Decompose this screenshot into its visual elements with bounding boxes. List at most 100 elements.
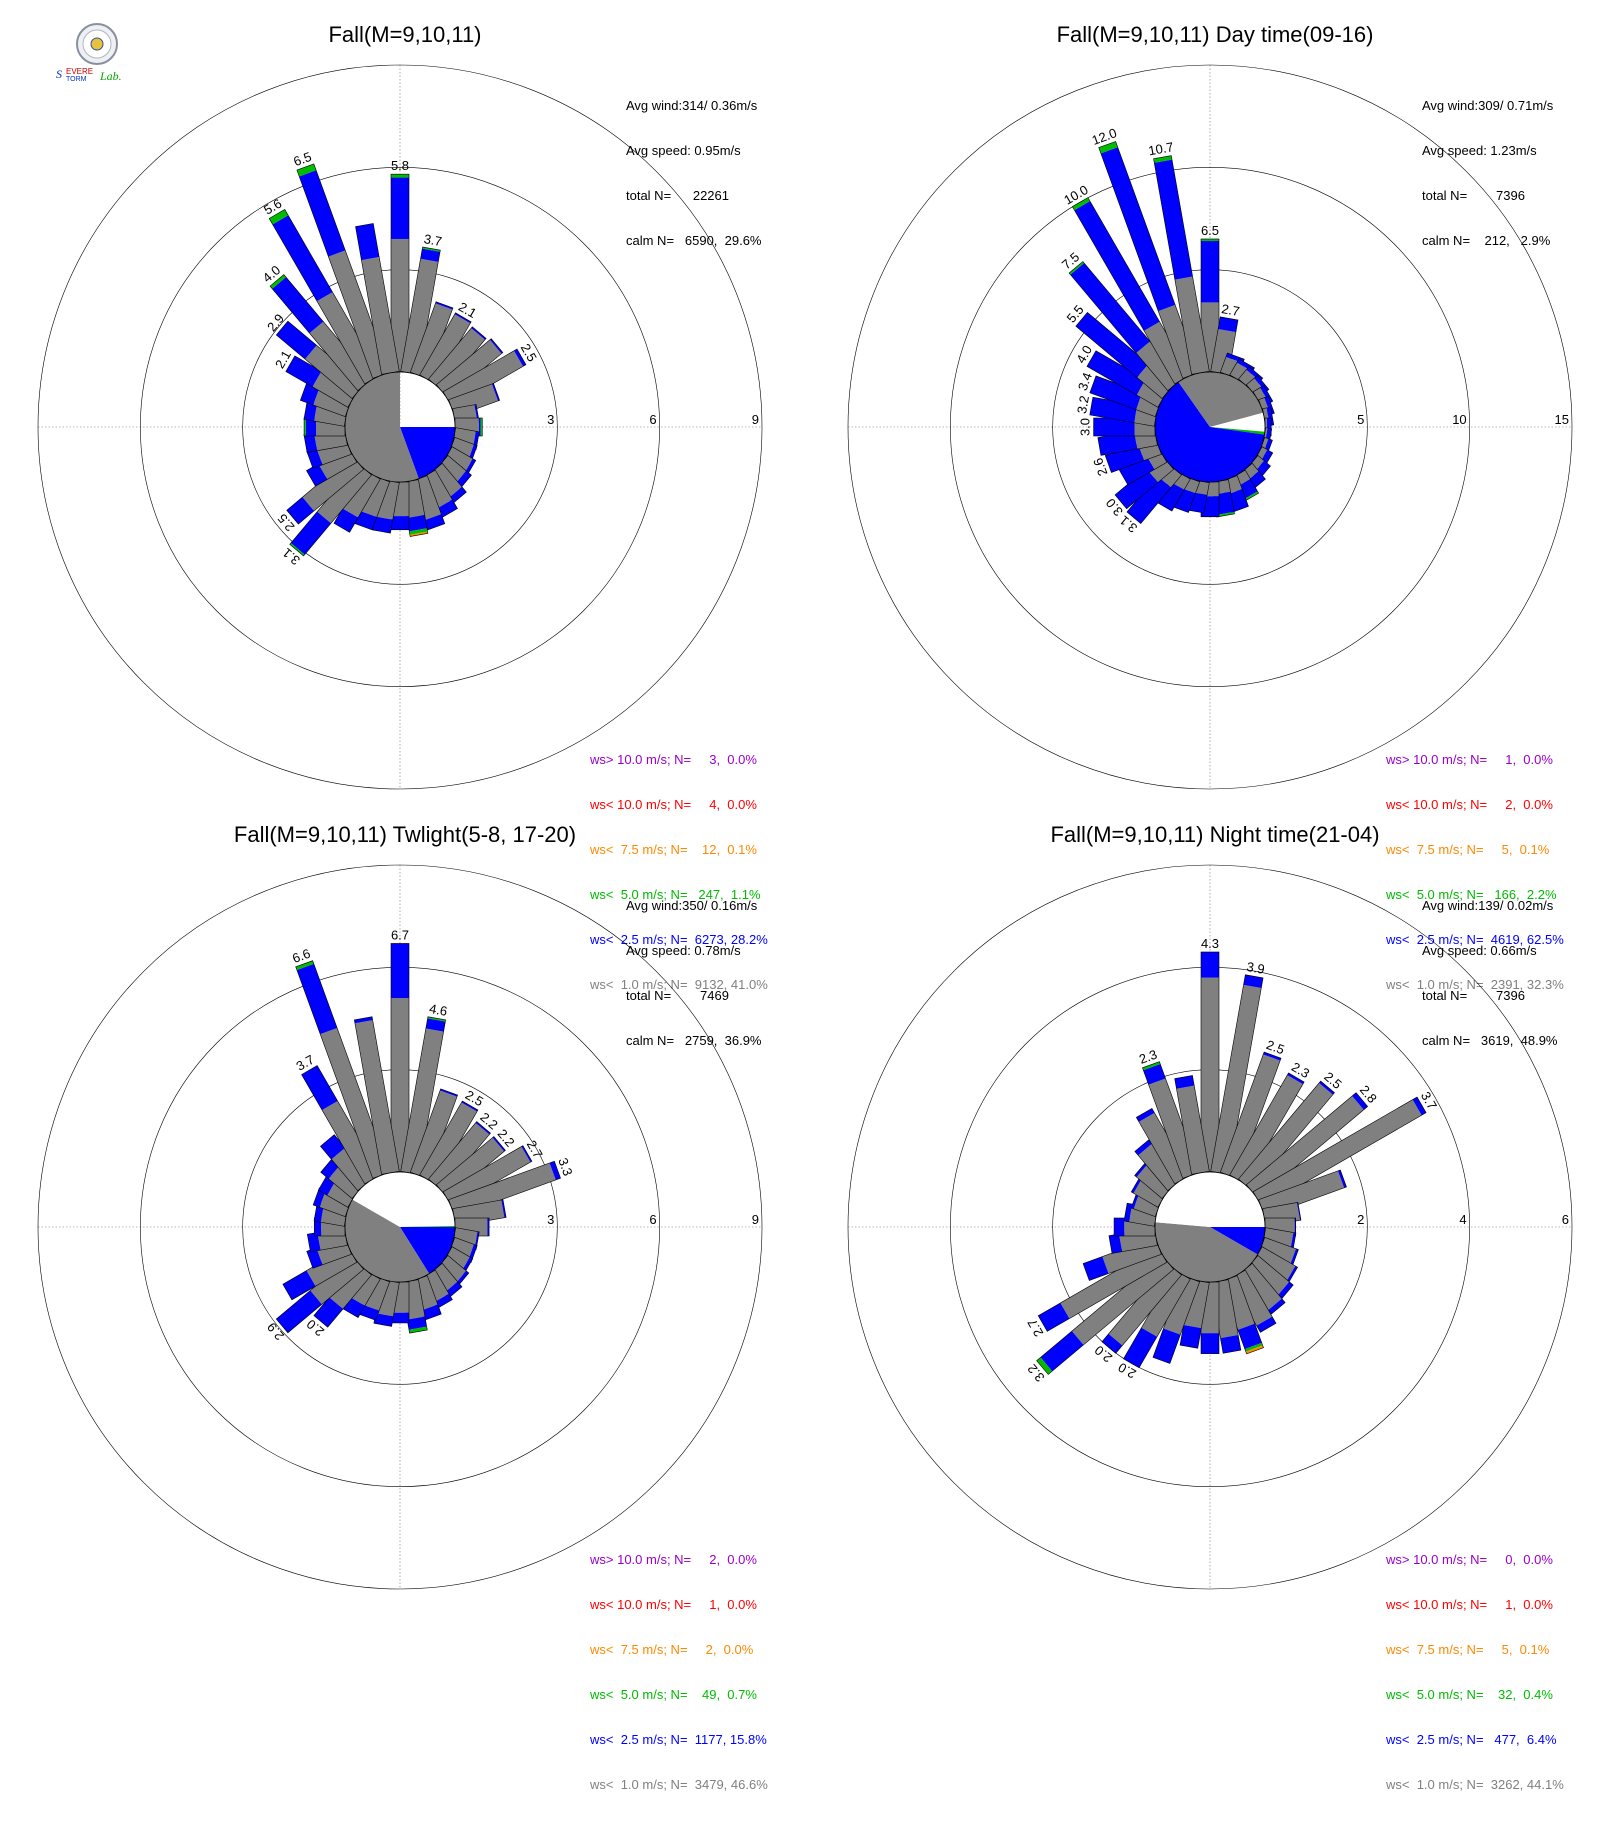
spoke-bar: 10.7	[1147, 139, 1210, 375]
legend-item-ws-lt-1: ws< 1.0 m/s; N= 3262, 44.1%	[1386, 1777, 1564, 1792]
spoke-segment-lt-2-5	[1264, 396, 1275, 415]
svg-text:S: S	[56, 67, 62, 81]
legend-item-ws-lt-2-5: ws< 2.5 m/s; N= 4619, 62.5%	[1386, 932, 1564, 947]
spoke-bar: 5.5	[1064, 302, 1175, 399]
legend-item-ws-lt-1: ws< 1.0 m/s; N= 2391, 32.3%	[1386, 977, 1564, 992]
spoke-segment-lt-1	[1136, 379, 1167, 408]
spoke-segment-lt-2-5	[300, 383, 320, 405]
calm-pie-slice	[1178, 372, 1210, 427]
spoke-segment-lt-2-5	[354, 1016, 373, 1024]
spoke-segment-lt-2-5	[1201, 241, 1219, 303]
spoke-segment-lt-5	[1098, 141, 1118, 154]
spoke-segment-lt-1	[361, 257, 400, 375]
radial-tick-label: 6	[649, 1212, 656, 1227]
calm-n: calm N= 212, 2.9%	[1422, 233, 1551, 248]
spoke-segment-lt-1	[1144, 321, 1191, 384]
legend-item-ws-lt-2-5: ws< 2.5 m/s; N= 6273, 28.2%	[590, 932, 768, 947]
legend-item-ws-lt-5: ws< 5.0 m/s; N= 247, 1.1%	[590, 887, 761, 902]
legend-item-ws-lt-2-5: ws< 2.5 m/s; N= 477, 6.4%	[1386, 1732, 1557, 1747]
panel-fall-all: Fall(M=9,10,11) 3 6 9 5.8 3.7 2.1 2.5 3.1 2.5 2.1…	[0, 0, 810, 992]
spoke-segment-lt-1	[436, 339, 502, 399]
panel-title: Fall(M=9,10,11) Twlight(5-8, 17-20)	[233, 822, 577, 847]
spoke-segment-lt-2-5	[285, 355, 322, 387]
spoke-segment-lt-2-5	[435, 301, 453, 310]
spoke-segment-lt-1	[1258, 1170, 1345, 1217]
spoke-segment-lt-2-5	[282, 1270, 316, 1300]
spoke-value-label: 6.7	[391, 927, 409, 942]
spoke-segment-lt-5	[296, 163, 317, 177]
spoke-value-label: 2.3	[1137, 1047, 1159, 1067]
spoke-segment-lt-2-5	[1243, 974, 1264, 988]
legend-item-ws-gt-10: ws> 10.0 m/s; N= 2, 0.0%	[590, 1552, 757, 1567]
spoke-segment-lt-1	[313, 388, 352, 417]
spoke-segment-lt-1	[436, 455, 467, 485]
stats-block: Avg wind:314/ 0.36m/s Avg speed: 0.95m/s…	[626, 68, 762, 278]
spoke-segment-lt-1	[1148, 1078, 1200, 1179]
calm-pie-slice	[1155, 1172, 1210, 1227]
spoke-segment-lt-1	[310, 1255, 364, 1305]
svg-text:TORM: TORM	[66, 76, 87, 83]
spoke-segment-lt-2-5	[1134, 1139, 1152, 1156]
spoke-segment-lt-1	[1136, 341, 1182, 391]
radial-tick-label: 15	[1555, 412, 1569, 427]
calm-circle	[1154, 371, 1266, 483]
spoke-segment-lt-2-5	[320, 1134, 346, 1160]
spoke-segment-lt-2-5	[1118, 453, 1155, 485]
panel-title: Fall(M=9,10,11) Day time(09-16)	[1056, 22, 1374, 47]
spoke-segment-lt-5	[1142, 1061, 1161, 1071]
spoke-segment-lt-2-5	[1038, 1302, 1070, 1332]
spoke-segment-lt-2-5	[448, 486, 467, 504]
calm-pie-slice	[400, 427, 455, 479]
spoke-segment-lt-2-5	[1136, 1108, 1155, 1122]
avg-wind: Avg wind:139/ 0.02m/s	[1422, 898, 1554, 913]
legend-item-ws-lt-7-5: ws< 7.5 m/s; N= 12, 0.1%	[590, 842, 757, 857]
spoke-segment-lt-2-5	[1286, 1265, 1298, 1283]
spoke-segment-lt-1	[448, 1162, 556, 1217]
spoke-segment-lt-2-5	[1277, 1281, 1294, 1299]
spoke-segment-lt-1	[1220, 1054, 1281, 1179]
spoke-segment-lt-1	[309, 321, 372, 391]
spoke-segment-lt-5	[391, 174, 409, 178]
spoke-segment-lt-2-5	[424, 514, 445, 530]
spoke-segment-lt-2-5	[1131, 1176, 1143, 1194]
spoke-segment-lt-2-5	[307, 1232, 321, 1252]
spoke-segment-lt-2-5	[1290, 1232, 1296, 1251]
spoke-segment-lt-2-5	[391, 1312, 409, 1323]
spoke-segment-lt-1	[410, 1090, 458, 1179]
radial-ring	[950, 167, 1470, 687]
avg-speed: Avg speed: 0.95m/s	[626, 143, 741, 158]
spoke-segment-lt-1	[1136, 1163, 1174, 1199]
spoke-segment-lt-2-5	[454, 312, 472, 324]
spoke-segment-lt-1	[391, 998, 409, 1172]
spoke-segment-lt-1	[1138, 1143, 1182, 1191]
spoke-value-label: 3.2	[1074, 394, 1092, 414]
spoke-segment-lt-1	[362, 1275, 390, 1311]
radial-ring	[37, 864, 763, 1590]
legend-item-ws-lt-1: ws< 1.0 m/s; N= 9132, 41.0%	[590, 977, 768, 992]
spoke-bar: 2.3	[1137, 1047, 1201, 1179]
calm-n: calm N= 6590, 29.6%	[626, 233, 762, 248]
spoke-segment-lt-2-5	[478, 418, 481, 436]
spoke-segment-lt-1	[328, 1165, 364, 1199]
radial-tick-label: 10	[1452, 412, 1466, 427]
calm-pie-slice	[1210, 1227, 1265, 1255]
total-n: total N= 7396	[1422, 988, 1525, 1003]
radial-tick-label: 2	[1357, 1212, 1364, 1227]
calm-circle	[344, 1171, 456, 1283]
spoke-bar: 7.5	[1059, 249, 1182, 392]
legend-item-ws-lt-5: ws< 5.0 m/s; N= 49, 0.7%	[590, 1687, 757, 1702]
calm-pie-slice	[400, 1226, 455, 1227]
spoke-segment-lt-2-5	[1237, 1323, 1262, 1350]
spoke-segment-lt-2-5	[425, 1018, 446, 1032]
spoke-segment-lt-2-5	[1105, 443, 1145, 473]
panel-fall-day: Fall(M=9,10,11) Day time(09-16) 5 10 15 6.5…	[810, 0, 1620, 992]
spoke-value-label: 6.5	[1201, 223, 1219, 238]
spoke-segment-lt-1	[328, 250, 390, 379]
spoke-segment-lt-5	[409, 528, 428, 535]
radial-ring	[37, 64, 763, 790]
spoke-segment-lt-2-5	[1115, 468, 1158, 509]
spoke-segment-lt-2-5	[290, 511, 331, 555]
spoke-bar: 2.5	[274, 455, 365, 534]
calm-pie-slice	[1210, 372, 1264, 427]
spoke-segment-lt-1	[1141, 1270, 1191, 1337]
